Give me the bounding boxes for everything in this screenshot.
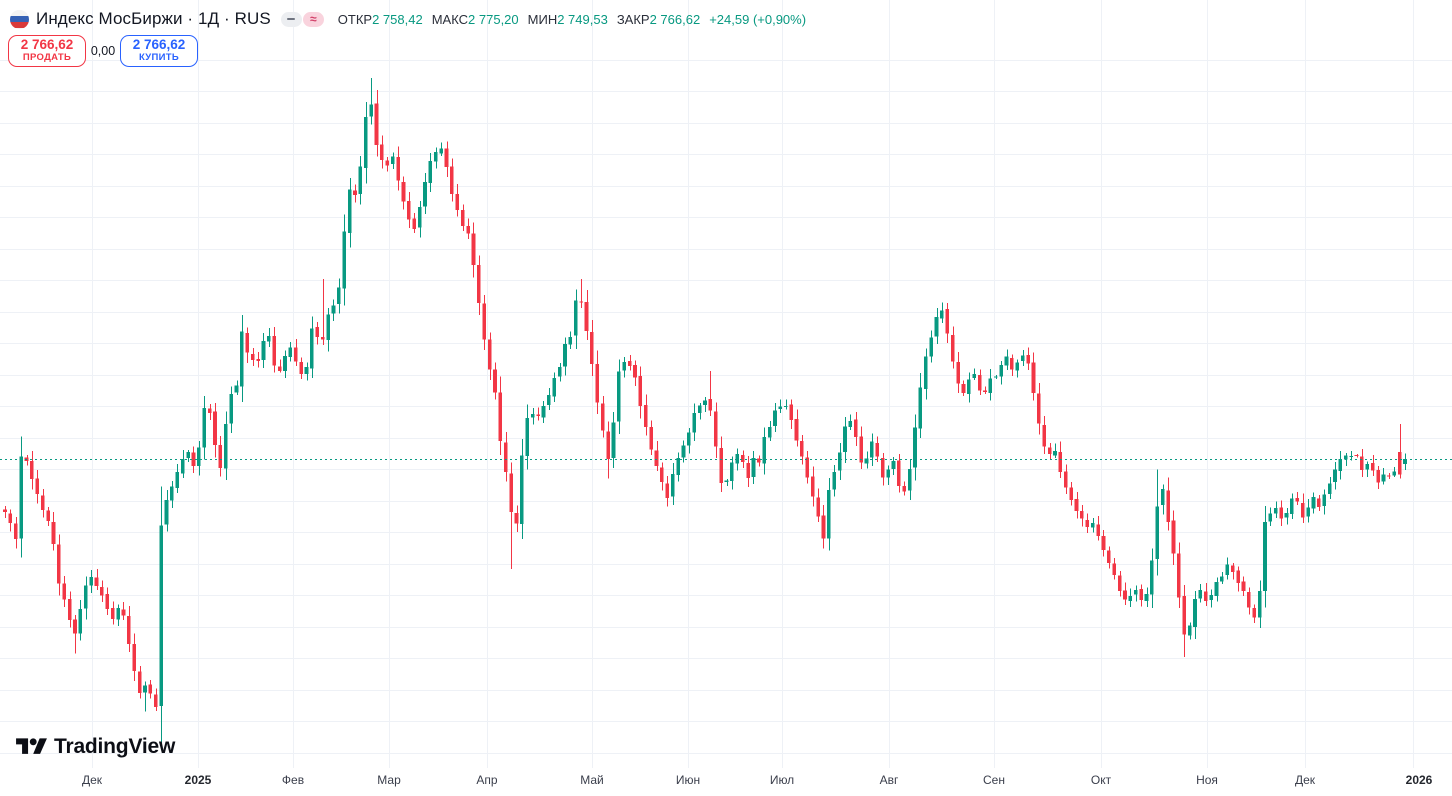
time-axis-label: Дек bbox=[1294, 773, 1316, 787]
open-value: 2 758,42 bbox=[372, 11, 423, 27]
close-value: 2 766,62 bbox=[649, 11, 701, 27]
time-axis-label: Июл bbox=[769, 773, 795, 787]
time-axis-label: Май bbox=[580, 773, 604, 787]
buy-button[interactable]: 2 766,62 КУПИТЬ bbox=[120, 35, 198, 67]
low-label: МИН bbox=[527, 11, 558, 27]
ohlc-readout: ОТКР2 758,42 МАКС2 775,20 МИН2 749,53 ЗА… bbox=[338, 12, 806, 27]
time-axis-label: 2026 bbox=[1405, 773, 1433, 787]
sell-button[interactable]: 2 766,62 ПРОДАТЬ bbox=[8, 35, 86, 67]
tradingview-logo-icon bbox=[16, 738, 47, 754]
time-axis-label: Июн bbox=[675, 773, 701, 787]
low-value: 2 749,53 bbox=[557, 11, 608, 27]
market-status-chips: ≈ bbox=[280, 11, 324, 27]
high-label: МАКС bbox=[431, 11, 469, 27]
symbol-title[interactable]: Индекс МосБиржи · 1Д · RUS bbox=[36, 9, 271, 28]
open-label: ОТКР bbox=[337, 11, 373, 27]
time-axis[interactable]: Дек 2025 Фев Мар Апр Май Июн Июл Авг Сен Окт Ноя Дек… bbox=[0, 768, 1452, 796]
tradingview-logo-text: TradingView bbox=[54, 735, 176, 758]
russia-flag-icon bbox=[10, 9, 29, 29]
buy-price: 2 766,62 bbox=[132, 37, 186, 53]
buy-label: КУПИТЬ bbox=[138, 52, 180, 64]
approx-wave-icon[interactable]: ≈ bbox=[302, 11, 324, 27]
time-axis-label: Дек bbox=[81, 773, 103, 787]
tradingview-logo[interactable]: TradingView bbox=[16, 735, 175, 759]
time-axis-label: Мар bbox=[377, 773, 401, 787]
time-axis-label: Апр bbox=[476, 773, 498, 787]
time-axis-label: Окт bbox=[1090, 773, 1112, 787]
chart-legend: Индекс МосБиржи · 1Д · RUS ≈ ОТКР2 758,4… bbox=[8, 8, 806, 67]
spread-value: 0,00 bbox=[90, 44, 116, 58]
sell-label: ПРОДАТЬ bbox=[22, 52, 72, 64]
symbol-row: Индекс МосБиржи · 1Д · RUS ≈ ОТКР2 758,4… bbox=[10, 8, 806, 30]
time-axis-label: Сен bbox=[983, 773, 1005, 787]
time-axis-label: Авг bbox=[879, 773, 899, 787]
market-closed-dash-icon[interactable] bbox=[280, 11, 302, 27]
trade-panel: 2 766,62 ПРОДАТЬ 0,00 2 766,62 КУПИТЬ bbox=[8, 35, 806, 67]
time-axis-label: 2025 bbox=[184, 773, 212, 787]
time-axis-label: Ноя bbox=[1196, 773, 1218, 787]
sell-price: 2 766,62 bbox=[20, 37, 74, 53]
change-value: +24,59 (+0,90%) bbox=[709, 11, 807, 27]
time-axis-label: Фев bbox=[281, 773, 305, 787]
high-value: 2 775,20 bbox=[468, 11, 519, 27]
close-label: ЗАКР bbox=[616, 11, 650, 27]
